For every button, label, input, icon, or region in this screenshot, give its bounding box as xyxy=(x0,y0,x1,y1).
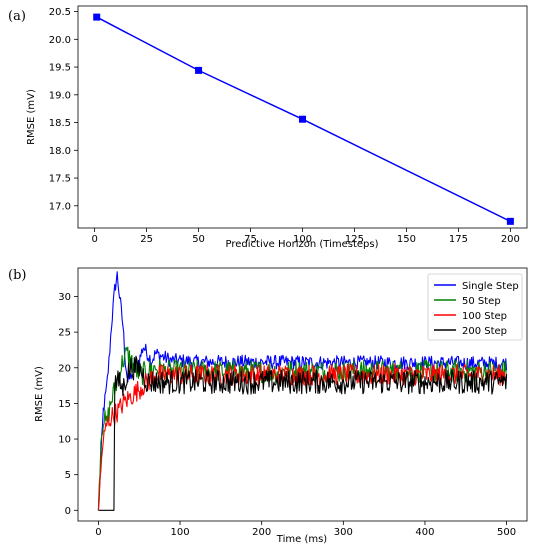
y-tick-label: 19.0 xyxy=(49,90,71,101)
panel-b-label: (b) xyxy=(8,268,26,283)
x-tick-label: 200 xyxy=(252,527,271,538)
x-tick-label: 25 xyxy=(140,234,153,245)
y-tick-label: 25 xyxy=(58,328,71,339)
x-tick-label: 125 xyxy=(345,234,364,245)
panel-a-label: (a) xyxy=(8,9,26,24)
y-tick-label: 18.0 xyxy=(49,146,71,157)
plot-area-b xyxy=(77,267,528,522)
x-tick-label: 300 xyxy=(334,527,353,538)
x-tick-label: 100 xyxy=(293,234,312,245)
y-tick-label: 18.5 xyxy=(49,118,71,129)
data-point xyxy=(195,66,203,74)
legend-label: 200 Step xyxy=(462,326,507,337)
x-tick-label: 0 xyxy=(91,234,97,245)
series-line-b-3 xyxy=(98,355,508,511)
x-axis-label-a: Predictive Horizon (Timesteps) xyxy=(226,239,379,250)
y-tick-label: 0 xyxy=(65,506,71,517)
x-tick-label: 400 xyxy=(415,527,434,538)
marks-a xyxy=(93,13,514,225)
x-tick-label: 175 xyxy=(449,234,468,245)
data-point xyxy=(93,13,101,21)
y-tick-label: 17.5 xyxy=(49,174,71,185)
x-tick-label: 200 xyxy=(501,234,520,245)
marks-b xyxy=(97,271,508,511)
y-tick-label: 10 xyxy=(58,435,71,446)
x-axis-label-b: Time (ms) xyxy=(276,534,328,545)
y-axis-label-b: RMSE (mV) xyxy=(34,366,45,422)
y-tick-label: 5 xyxy=(65,470,71,481)
y-tick-label: 20.0 xyxy=(49,35,71,46)
x-tick-label: 50 xyxy=(192,234,205,245)
legend-label: 100 Step xyxy=(462,311,507,322)
y-tick-label: 19.5 xyxy=(49,63,71,74)
y-axis-label-a: RMSE (mV) xyxy=(26,89,37,145)
data-point xyxy=(506,217,514,225)
x-tick-label: 150 xyxy=(397,234,416,245)
y-tick-label: 30 xyxy=(58,292,71,303)
x-tick-label: 0 xyxy=(95,527,101,538)
legend: Single Step 50 Step 100 Step 200 Step xyxy=(427,273,523,341)
x-tick-label: 100 xyxy=(170,527,189,538)
series-line-b-0 xyxy=(97,271,508,511)
legend-label: Single Step xyxy=(462,281,519,292)
y-tick-label: 20 xyxy=(58,363,71,374)
y-tick-label: 17.0 xyxy=(49,201,71,212)
ticks-a: 0 25 50 75 100 125 150 175 200 17.0 17.5 18.0 18.5 19… xyxy=(49,7,520,245)
legend-label: 50 Step xyxy=(462,296,501,307)
data-point xyxy=(299,115,306,123)
y-tick-label: 20.5 xyxy=(49,7,71,18)
legend-box xyxy=(427,273,523,341)
series-line-a-0 xyxy=(96,16,511,223)
x-tick-label: 75 xyxy=(244,234,257,245)
y-tick-label: 15 xyxy=(58,399,71,410)
x-tick-label: 500 xyxy=(497,527,516,538)
ticks-b: 0 100 200 300 400 500 0 5 10 15 20 25 30 xyxy=(58,292,516,538)
